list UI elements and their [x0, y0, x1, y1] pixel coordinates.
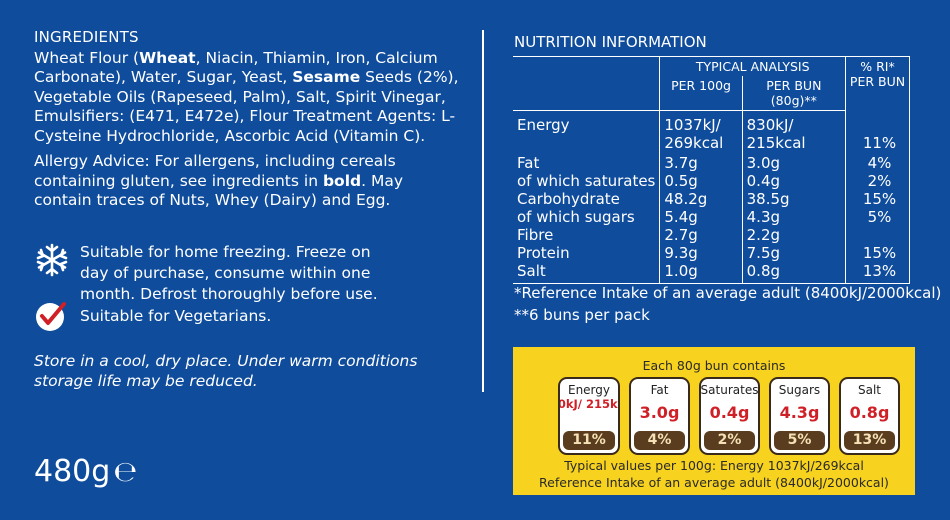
freezing-claim: Suitable for home freezing. Freeze on da… [34, 242, 394, 305]
perbun-value: 7.5g [741, 244, 846, 262]
perbun-value: 215kcal [741, 134, 846, 152]
storage-advice: Store in a cool, dry place. Under warm c… [34, 352, 418, 390]
fop-tile-value: 3.0g [639, 403, 680, 422]
perbun-header: PER BUN (80g)** [741, 76, 846, 111]
perbun-value: 2.2g [741, 226, 846, 244]
ingredients-text: Wheat Flour (Wheat, Niacin, Thiamin, Iro… [34, 49, 464, 147]
fop-tile-label: Salt [857, 383, 881, 397]
header-blank [513, 76, 660, 111]
per100-value: 269kcal [659, 134, 743, 152]
fop-tile-fat: Fat 3.0g 4% [629, 377, 690, 455]
perbun-value: 0.8g [741, 262, 846, 284]
nutrient-name: Energy [517, 116, 570, 134]
fop-tile-label: Sugars [778, 383, 821, 397]
per100-value: 9.3g [659, 244, 743, 262]
fop-tiles: Energy 830kJ/ 215kcal 11% Fat 3.0g 4% Sa… [558, 377, 900, 455]
fop-tile-percent: 4% [634, 431, 685, 450]
nutrient-name: Fat [517, 154, 540, 172]
allergy-text: . May contain traces of Nuts, Whey (Dair… [34, 171, 404, 210]
ingredients-heading: INGREDIENTS [34, 28, 139, 46]
perbun-value: 38.5g [741, 190, 846, 208]
nutrient-name: Carbohydrate [517, 190, 620, 208]
snowflake-icon [34, 242, 70, 278]
allergy-bold-word: bold [322, 171, 362, 190]
nutrition-title: NUTRITION INFORMATION [514, 33, 707, 51]
vegetarian-claim: Suitable for Vegetarians. [34, 298, 271, 334]
ri-value [845, 110, 910, 134]
allergy-advice: Allergy Advice: For allergens, including… [34, 152, 464, 211]
buns-footnote: **6 buns per pack [514, 306, 650, 324]
fop-tile-percent: 11% [563, 431, 615, 450]
vegetarian-text: Suitable for Vegetarians. [80, 307, 272, 325]
ri-value [845, 226, 910, 244]
estimated-mark: ℮ [113, 455, 138, 488]
perbun-value: 3.0g [741, 152, 846, 172]
ingredients-part: Wheat Flour ( [34, 48, 140, 67]
ri-value: 15% [845, 190, 910, 208]
fop-tile-percent: 13% [844, 431, 895, 450]
fop-top-text: Each 80g bun contains [642, 358, 786, 373]
nutrient-name: Fibre [517, 226, 554, 244]
ri-value: 4% [845, 152, 910, 172]
ingredients-part: Seeds (2%), Vegetable Oils (Rapeseed, Pa… [34, 68, 459, 145]
fop-bottom-text: Typical values per 100g: Energy 1037kJ/2… [513, 457, 915, 491]
header-blank [513, 56, 660, 76]
fop-tile-label: Energy [567, 383, 610, 397]
allergy-text: Allergy Advice: For allergens, including… [34, 152, 396, 190]
fop-typical-values: Typical values per 100g: Energy 1037kJ/2… [564, 458, 864, 473]
fop-tile-label: Saturates [700, 383, 759, 397]
allergen-wheat: Wheat [139, 48, 196, 67]
ri-value: 2% [845, 172, 910, 190]
typical-analysis-header: TYPICAL ANALYSIS [659, 56, 846, 76]
per100-value: 0.5g [659, 172, 743, 190]
nutrient-name: Protein [517, 244, 570, 262]
fop-tile-energy: Energy 830kJ/ 215kcal 11% [558, 377, 620, 455]
per100-value: 1037kJ/ [659, 110, 743, 134]
nutrient-name [513, 134, 660, 152]
ingredients-part: , Niacin, Thiamin, Iron, Calcium Carbona… [34, 48, 438, 87]
ri-header-line2: PER BUN [849, 74, 906, 89]
ri-value: 5% [845, 208, 910, 226]
nutrition-table: TYPICAL ANALYSIS % RI* PER BUN PER 100g … [513, 56, 910, 284]
perbun-value: 0.4g [741, 172, 846, 190]
vegetarian-check-icon [34, 298, 70, 334]
fop-tile-value: 0.8g [849, 403, 890, 422]
fop-tile-percent: 5% [774, 431, 825, 450]
fop-tile-saturates: Saturates 0.4g 2% [699, 377, 760, 455]
freezing-text: Suitable for home freezing. Freeze on da… [80, 243, 378, 303]
ri-value: 15% [845, 244, 910, 262]
ri-value: 13% [845, 262, 910, 284]
allergen-sesame: Sesame [292, 68, 361, 86]
fop-reference-intake: Reference Intake of an average adult (84… [539, 475, 889, 490]
nutrient-name: of which saturates [517, 172, 656, 190]
per100-value: 48.2g [659, 190, 743, 208]
per100-value: 3.7g [659, 152, 743, 172]
per100-value: 1.0g [659, 262, 743, 284]
per100-value: 2.7g [659, 226, 743, 244]
nutrient-name: of which sugars [517, 208, 635, 226]
per100-header: PER 100g [659, 76, 743, 111]
fop-tile-sugars: Sugars 4.3g 5% [769, 377, 830, 455]
nutrient-name: Salt [513, 262, 660, 284]
ri-value: 11% [845, 134, 910, 152]
ingredients-panel: INGREDIENTS Wheat Flour (Wheat, Niacin, … [34, 28, 464, 211]
fop-tile-percent: 2% [704, 431, 755, 450]
ri-header-line1: % RI* [860, 59, 895, 74]
fop-tile-label: Fat [650, 383, 669, 397]
per100-value: 5.4g [659, 208, 743, 226]
fop-tile-value: 0.4g [709, 403, 750, 422]
fop-tile-value: 830kJ/ 215kcal [558, 397, 618, 411]
front-of-pack-label: Each 80g bun contains Energy 830kJ/ 215k… [513, 347, 915, 495]
perbun-value: 4.3g [741, 208, 846, 226]
net-weight: 480g ℮ [34, 455, 137, 489]
ri-footnote: *Reference Intake of an average adult (8… [514, 284, 942, 302]
ri-header: % RI* PER BUN [845, 56, 910, 111]
fop-tile-value: 4.3g [779, 403, 820, 422]
fop-tile-salt: Salt 0.8g 13% [839, 377, 900, 455]
weight-value: 480g [34, 454, 111, 489]
perbun-value: 830kJ/ [741, 110, 846, 134]
column-divider [482, 30, 484, 392]
